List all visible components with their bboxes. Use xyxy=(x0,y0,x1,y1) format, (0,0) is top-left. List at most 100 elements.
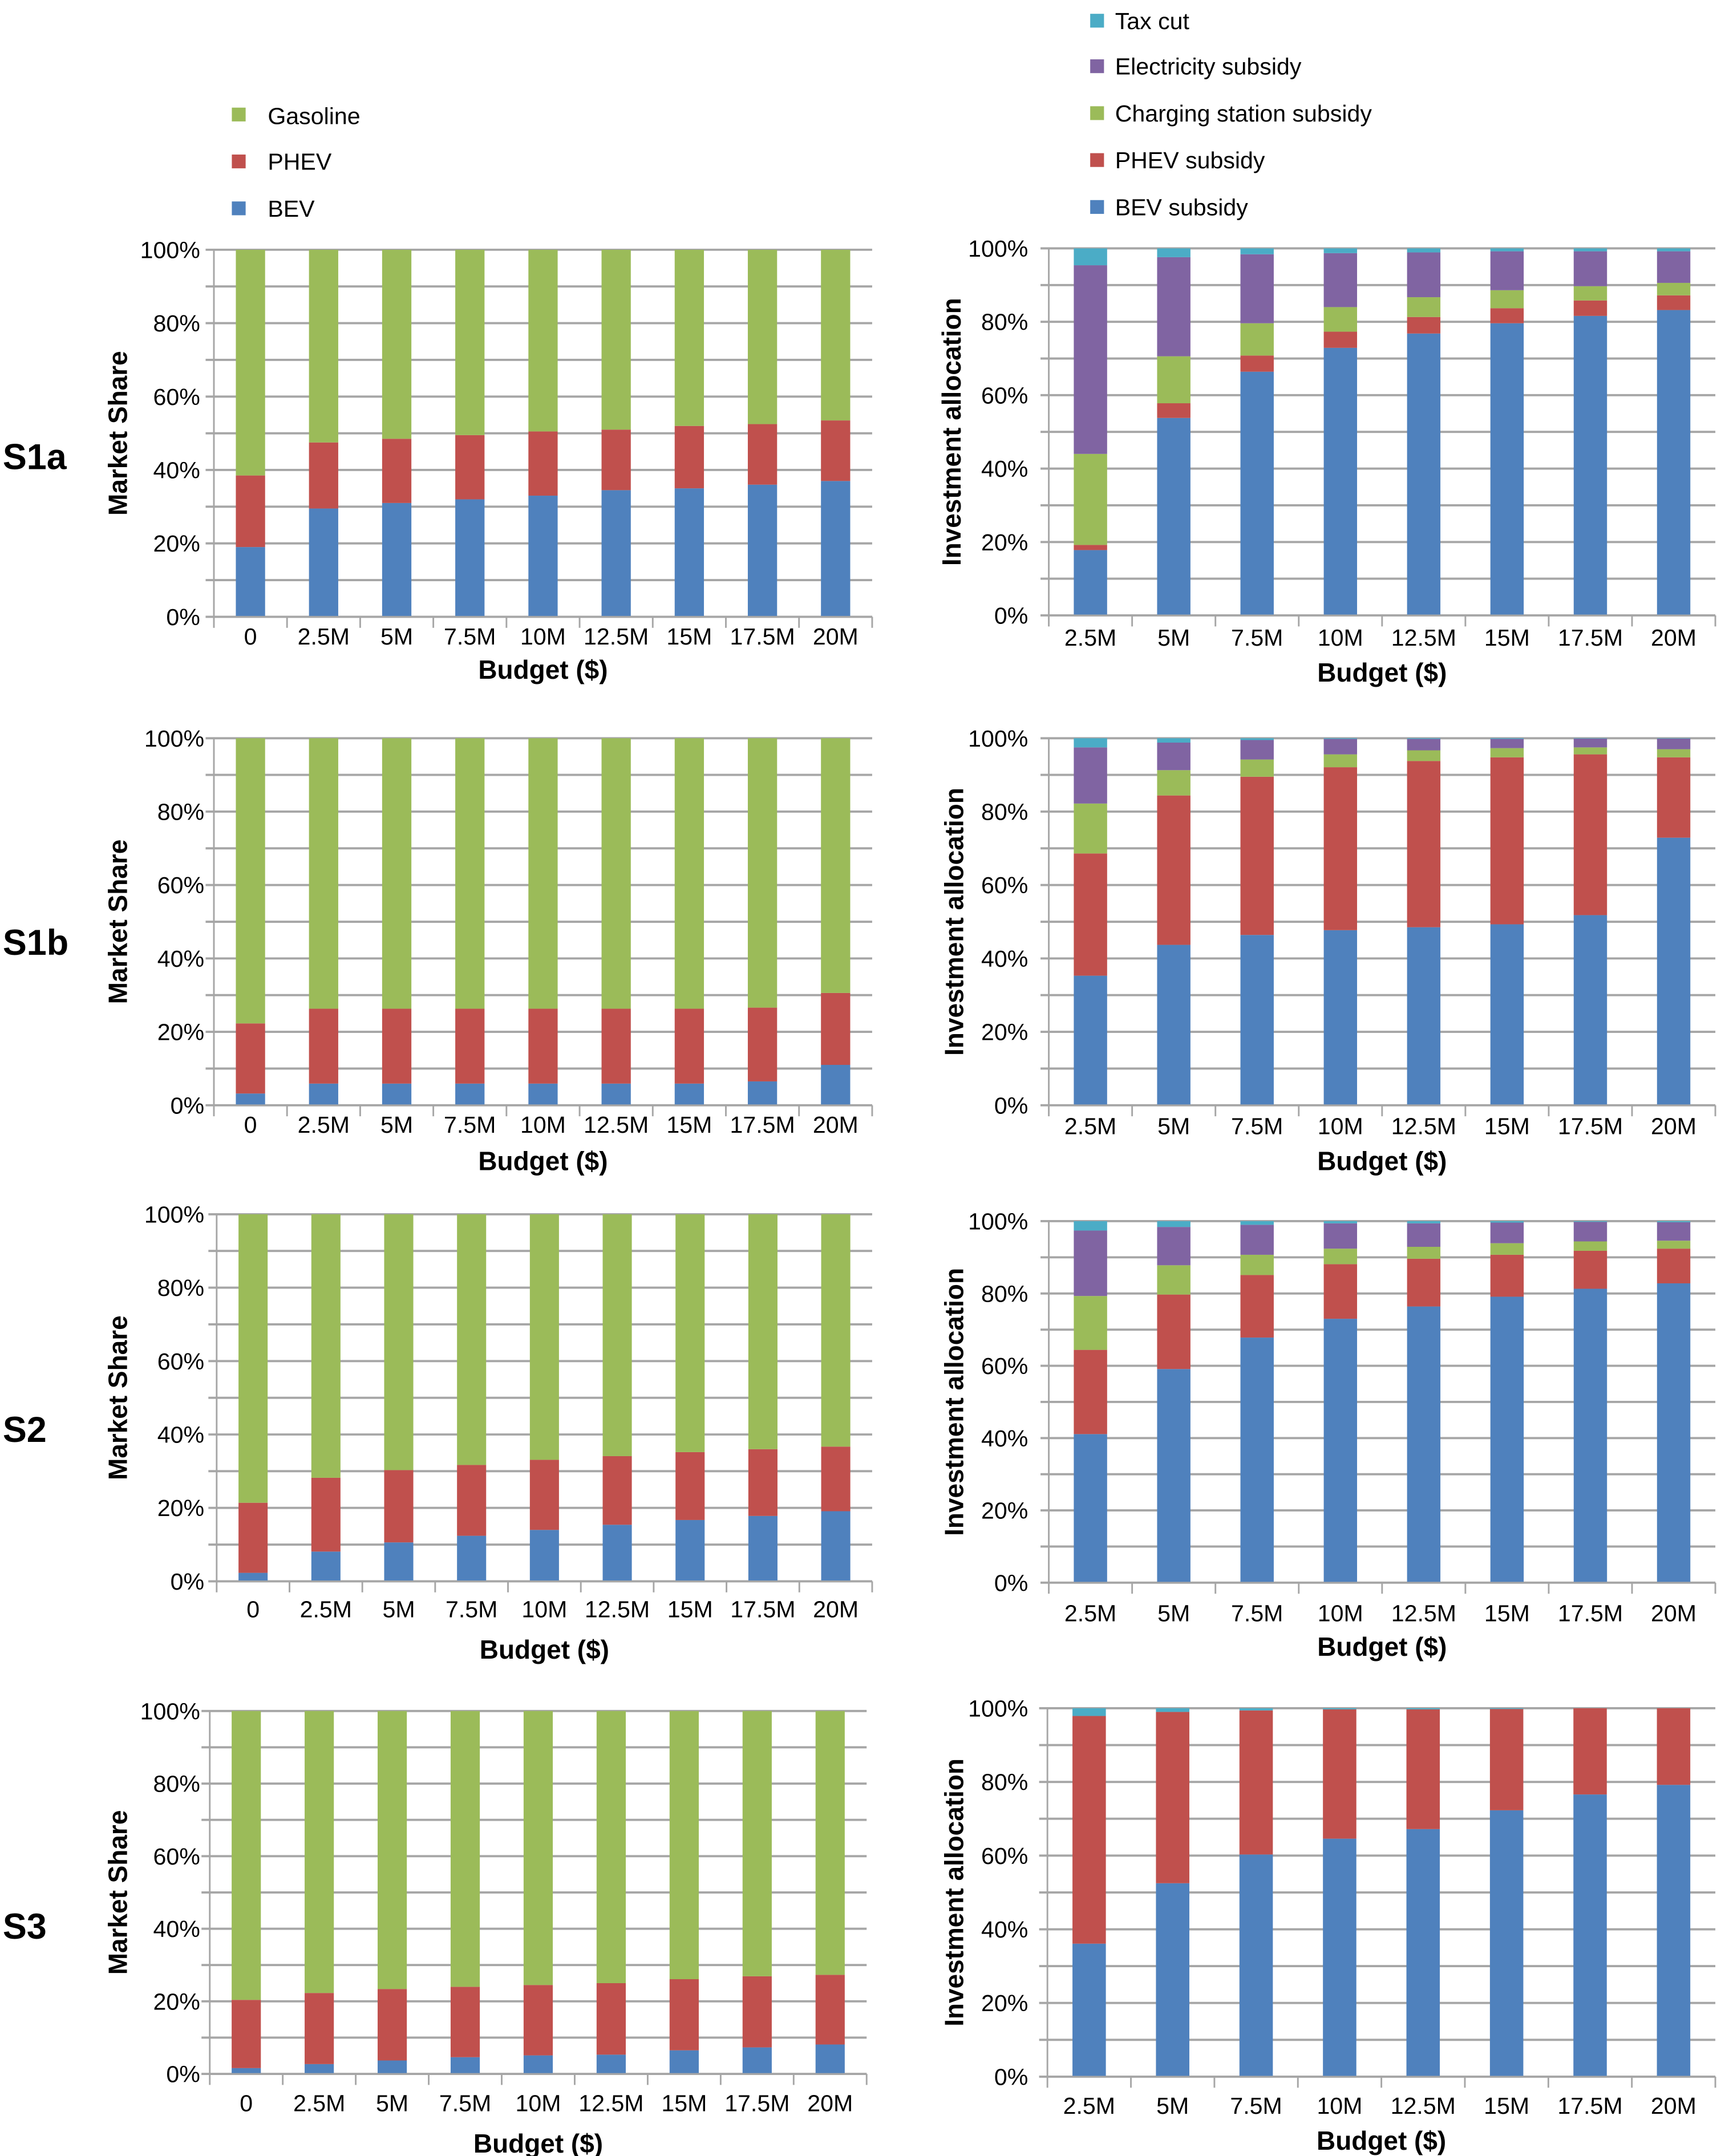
bar-segment-bev-subsidy-2-5m xyxy=(1072,1943,1106,2077)
y-tick-label: 60% xyxy=(157,872,204,898)
bar-segment-gasoline-15m xyxy=(675,1214,705,1452)
bar-segment-gasoline-0 xyxy=(238,1214,268,1503)
y-axis-title: Market Share xyxy=(103,1810,133,1975)
bar-segment-phev-subsidy-10m xyxy=(1323,331,1358,348)
bar-segment-gasoline-10m xyxy=(528,249,558,432)
bar-segment-bev-subsidy-12-5m xyxy=(1407,333,1441,615)
bar-segment-phev-subsidy-20m xyxy=(1657,295,1691,310)
x-tick-label: 7.5M xyxy=(1230,2093,1282,2119)
bar-segment-charging-station-subsidy-2-5m xyxy=(1074,453,1107,545)
bar-segment-phev-15m xyxy=(669,1979,699,2050)
legend-label-gasoline: Gasoline xyxy=(268,103,360,129)
x-tick-label: 15M xyxy=(1484,2093,1529,2119)
bar-segment-tax-cut-7-5m xyxy=(1240,1221,1274,1225)
bar-segment-phev-2-5m xyxy=(309,1008,338,1084)
bar-segment-tax-cut-10m xyxy=(1323,248,1358,253)
bar-segment-phev-0 xyxy=(236,475,265,548)
bar-segment-phev-5m xyxy=(382,439,412,503)
bar-segment-tax-cut-17-5m xyxy=(1573,248,1607,252)
y-tick-label: 60% xyxy=(981,1353,1028,1379)
x-tick-label: 10M xyxy=(1317,2093,1362,2119)
y-axis-title: Investment allocation xyxy=(940,788,969,1056)
bar-segment-gasoline-2-5m xyxy=(309,249,338,443)
bar-segment-phev-subsidy-12-5m xyxy=(1407,761,1441,927)
bar-segment-charging-station-subsidy-12-5m xyxy=(1407,1246,1441,1259)
investment-legend: Tax cut Electricity subsidy Charging sta… xyxy=(1090,8,1372,220)
y-tick-label: 80% xyxy=(981,309,1028,335)
bar-segment-phev-10m xyxy=(529,1460,559,1530)
x-tick-label: 15M xyxy=(1484,1600,1530,1627)
bar-segment-bev-0 xyxy=(232,2068,261,2074)
y-tick-label: 20% xyxy=(157,1495,204,1521)
chart-s1a-investment-allocation: 0% 20% 40% 60% 80% 100% 2.5M 5M 7.5M 10M 12.5M 15M 1… xyxy=(937,236,1716,687)
x-tick-label: 15M xyxy=(1484,1113,1530,1140)
x-tick-label: 15M xyxy=(666,1112,712,1138)
bar-segment-gasoline-2-5m xyxy=(311,1214,341,1478)
bar-segment-phev-5m xyxy=(378,1989,407,2061)
bar-segment-tax-cut-5m xyxy=(1156,1708,1189,1712)
legend-swatch-electricity-subsidy xyxy=(1090,59,1104,74)
bar-segment-gasoline-0 xyxy=(236,738,265,1024)
row-label-s1a: S1a xyxy=(3,437,67,477)
bar-segment-phev-20m xyxy=(821,420,851,481)
x-tick-label: 0 xyxy=(246,1596,260,1622)
bar-segment-phev-20m xyxy=(821,1446,851,1511)
bar-segment-bev-12-5m xyxy=(601,490,631,617)
bar-segment-phev-subsidy-5m xyxy=(1157,1294,1191,1369)
x-tick-label: 5M xyxy=(382,1596,415,1622)
bar-segment-bev-subsidy-5m xyxy=(1157,1369,1191,1583)
x-axis-title: Budget ($) xyxy=(1317,2126,1446,2155)
x-tick-label: 5M xyxy=(1157,1113,1190,1140)
bar-segment-bev-20m xyxy=(821,1511,851,1582)
bar-segment-gasoline-7-5m xyxy=(455,249,485,435)
y-tick-label: 100% xyxy=(144,726,204,752)
bar-segment-electricity-subsidy-12-5m xyxy=(1407,252,1441,298)
bar-segment-phev-subsidy-2-5m xyxy=(1074,853,1107,976)
bar-segment-electricity-subsidy-20m xyxy=(1657,1222,1691,1241)
y-tick-label: 100% xyxy=(968,1695,1028,1721)
bar-segment-bev-subsidy-2-5m xyxy=(1074,975,1107,1105)
bar-segment-bev-subsidy-7-5m xyxy=(1240,935,1274,1105)
x-tick-label: 5M xyxy=(1157,1600,1190,1627)
bar-segment-bev-2-5m xyxy=(305,2064,334,2074)
bar-segment-phev-2-5m xyxy=(309,442,338,509)
bar-segment-bev-17-5m xyxy=(748,1515,778,1582)
y-tick-label: 40% xyxy=(981,1425,1028,1452)
bar-segment-charging-station-subsidy-17-5m xyxy=(1573,1241,1607,1251)
bar-segment-tax-cut-17-5m xyxy=(1573,738,1607,739)
bar-segment-bev-17-5m xyxy=(747,1081,778,1105)
bar-segment-tax-cut-20m xyxy=(1657,1221,1691,1222)
x-tick-label: 5M xyxy=(1156,2093,1189,2119)
chart-s3-investment-allocation: 0% 20% 40% 60% 80% 100% 2.5M 5M 7.5M 10M 12.5M 15M 1… xyxy=(940,1695,1716,2155)
y-tick-label: 100% xyxy=(968,1209,1028,1235)
bar-segment-bev-15m xyxy=(675,1519,705,1582)
x-axis-title: Budget ($) xyxy=(1317,1632,1447,1661)
bar-segment-bev-subsidy-15m xyxy=(1490,323,1524,615)
bar-segment-bev-10m xyxy=(528,496,558,617)
legend-swatch-tax-cut xyxy=(1090,14,1104,28)
bar-segment-electricity-subsidy-2-5m xyxy=(1074,747,1107,804)
bar-segment-bev-20m xyxy=(821,1064,851,1105)
x-tick-label: 10M xyxy=(515,2090,561,2116)
y-tick-label: 40% xyxy=(153,1916,200,1942)
y-tick-label: 0% xyxy=(994,1570,1028,1596)
x-tick-label: 2.5M xyxy=(298,623,350,650)
x-tick-label: 2.5M xyxy=(1063,2093,1115,2119)
bar-segment-phev-subsidy-12-5m xyxy=(1406,1709,1440,1829)
y-tick-label: 80% xyxy=(981,1280,1028,1307)
x-tick-label: 12.5M xyxy=(585,1596,650,1622)
bar-segment-charging-station-subsidy-2-5m xyxy=(1074,803,1107,854)
legend-label-phev-subsidy: PHEV subsidy xyxy=(1115,147,1265,173)
bar-segment-phev-17-5m xyxy=(748,1449,778,1516)
bar-segment-bev-7-5m xyxy=(455,499,485,617)
bar-segment-electricity-subsidy-7-5m xyxy=(1240,740,1274,760)
legend-label-phev: PHEV xyxy=(268,149,332,175)
x-tick-label: 17.5M xyxy=(1557,2093,1622,2119)
bar-segment-tax-cut-2-5m xyxy=(1074,1221,1107,1231)
bar-segment-phev-subsidy-7-5m xyxy=(1240,1275,1274,1338)
bar-segment-phev-subsidy-17-5m xyxy=(1573,754,1607,915)
bar-segment-phev-17-5m xyxy=(747,1007,778,1081)
bar-segment-gasoline-17-5m xyxy=(747,738,778,1008)
bar-segment-electricity-subsidy-20m xyxy=(1657,738,1691,749)
bar-segment-phev-17-5m xyxy=(747,424,778,485)
